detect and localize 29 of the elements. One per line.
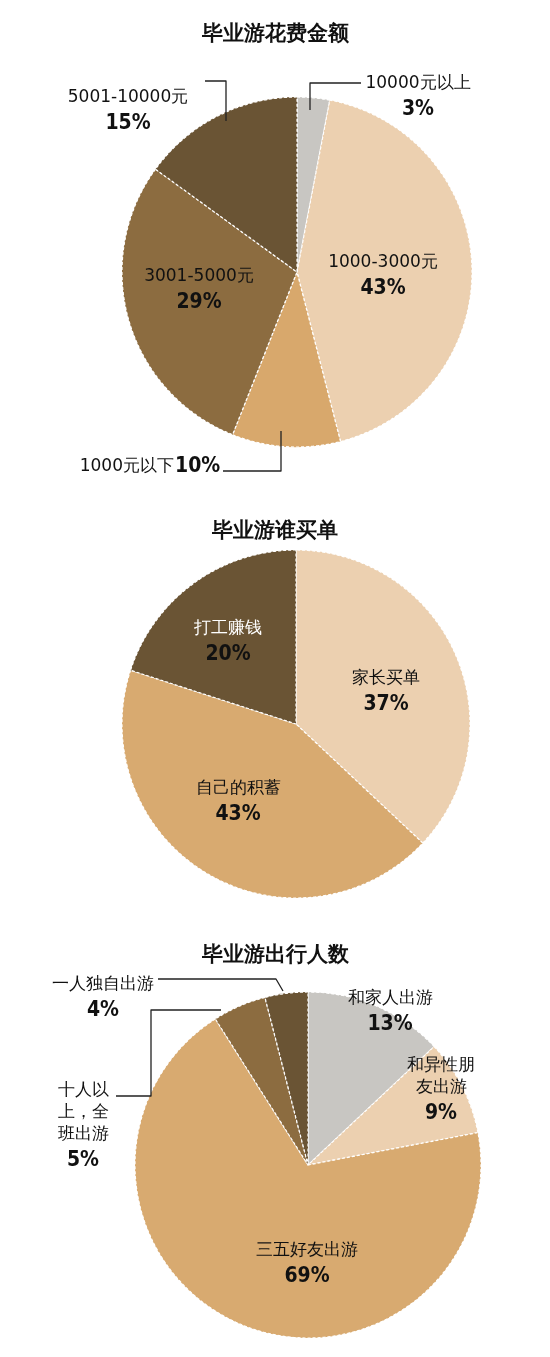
data-label: 9%	[424, 1100, 458, 1124]
slice-label: 一人独自出游	[52, 973, 154, 993]
slice-label: 10000元以上	[365, 72, 471, 92]
slice-label: 1000元以下	[79, 455, 174, 475]
data-label: 29%	[176, 289, 222, 313]
chart-title: 毕业游花费金额	[200, 21, 350, 45]
data-label: 5%	[66, 1147, 100, 1171]
data-label: 10%	[175, 453, 221, 477]
chart-title: 毕业游出行人数	[200, 942, 350, 966]
data-label: 20%	[205, 641, 251, 665]
data-label: 37%	[363, 691, 409, 715]
data-label: 43%	[215, 801, 261, 825]
slice-label: 3001-5000元	[144, 265, 254, 285]
slice-label: 和异性朋友出游	[407, 1054, 475, 1096]
slice-label: 打工赚钱	[193, 617, 262, 637]
slice-label: 自己的积蓄	[195, 777, 281, 797]
slice-label: 1000-3000元	[328, 251, 438, 271]
chart-title: 毕业游谁买单	[211, 518, 338, 542]
slice-label: 和家人出游	[347, 987, 433, 1007]
slice-label: 十人以上，全班出游	[57, 1079, 109, 1143]
data-label: 4%	[86, 997, 120, 1021]
data-label: 15%	[105, 110, 151, 134]
slice-label: 家长买单	[352, 667, 420, 687]
data-label: 3%	[401, 96, 435, 120]
data-label: 13%	[367, 1011, 413, 1035]
slice-label: 5001-10000元	[67, 86, 189, 106]
slice-label: 三五好友出游	[256, 1239, 358, 1259]
data-label: 43%	[360, 275, 406, 299]
data-label: 69%	[284, 1263, 330, 1287]
